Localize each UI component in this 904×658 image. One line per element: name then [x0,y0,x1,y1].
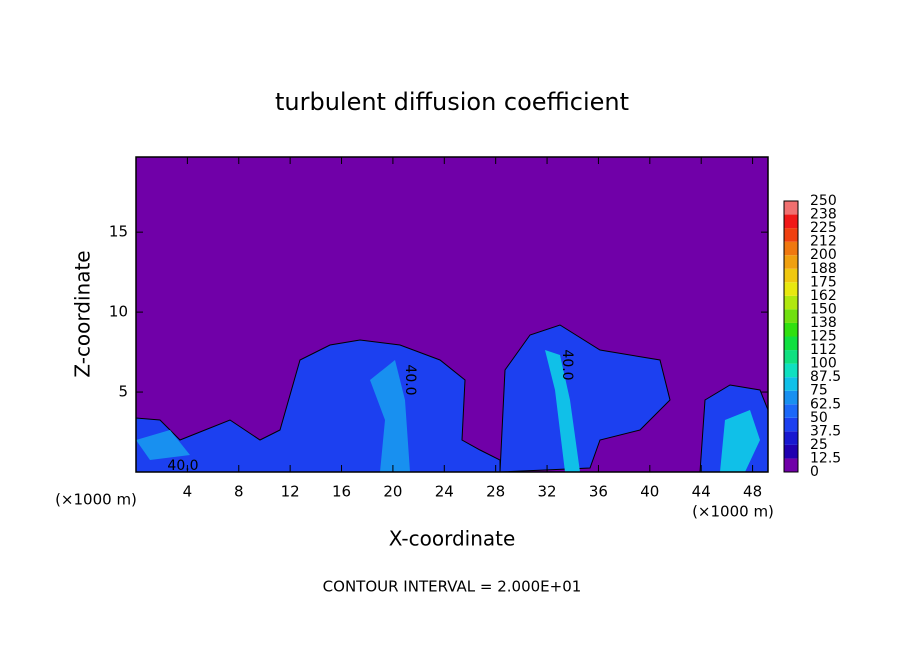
colorbar-bin [784,417,798,432]
colorbar-bin [784,214,798,229]
colorbar-bin [784,309,798,323]
colorbar-label: 225 [810,220,837,236]
colorbar-label: 25 [810,437,828,453]
x-tick-label: 40 [640,483,659,501]
colorbar-bin [784,336,798,351]
y-tick-label: 15 [109,223,128,241]
colorbar-bin [784,201,798,215]
colorbar-label: 125 [810,329,837,345]
y-unit-label: (×1000 m) [55,491,137,509]
colorbar-label: 62.5 [810,396,841,412]
colorbar-label: 188 [810,261,837,277]
x-tick-label: 44 [692,483,711,501]
colorbar-bin [784,390,798,405]
colorbar-label: 150 [810,301,837,317]
contour-label: 40.0 [559,349,575,380]
colorbar-label: 75 [810,383,828,399]
field-region [135,339,501,473]
colorbar-label: 212 [810,234,837,250]
colorbar-label: 112 [810,342,837,358]
x-tick-label: 12 [281,483,300,501]
colorbar-label: 162 [810,288,837,304]
contour-label: 40.0 [402,364,418,395]
x-unit-label: (×1000 m) [692,503,774,521]
x-tick-label: 24 [435,483,454,501]
colorbar-label: 12.5 [810,450,841,466]
colorbar-label: 87.5 [810,369,841,385]
colorbar-bin [784,241,798,256]
colorbar-bin [784,350,798,364]
field-region [499,324,671,473]
colorbar-label: 200 [810,247,837,263]
field-region [545,350,580,472]
footer-note: CONTOUR INTERVAL = 2.000E+01 [323,578,582,596]
field-region [720,410,760,472]
colorbar-bin [784,255,798,269]
x-tick-label: 8 [234,483,244,501]
colorbar-bin [784,322,798,337]
field-region [370,360,410,472]
colorbar-label: 37.5 [810,423,841,439]
colorbar-label: 138 [810,315,837,331]
y-axis-label: Z-coordinate [71,250,95,377]
plot-frame [135,156,769,473]
colorbar-bin [784,282,798,296]
colorbar-label: 50 [810,410,828,426]
x-axis-label: X-coordinate [389,527,516,551]
colorbar-bin [784,444,798,459]
x-tick-label: 20 [383,483,402,501]
x-tick-label: 28 [486,483,505,501]
colorbar-bin [784,363,798,378]
colorbar-bin [784,268,798,283]
colorbar-label: 0 [810,464,819,480]
y-tick-label: 5 [118,383,128,401]
y-tick-label: 10 [109,303,128,321]
contour-label: 40.0 [167,458,198,474]
x-tick-label: 4 [183,483,193,501]
colorbar-bin [784,431,798,445]
colorbar-bin [784,458,798,472]
colorbar-label: 250 [810,193,837,209]
colorbar-bin [784,377,798,391]
colorbar-frame [783,200,799,473]
colorbar-bin [784,295,798,310]
colorbar-label: 100 [810,356,837,372]
colorbar-label: 175 [810,274,837,290]
x-tick-label: 36 [589,483,608,501]
field [135,157,769,473]
colorbar-label: 238 [810,207,837,223]
x-tick-label: 16 [332,483,351,501]
x-tick-label: 32 [538,483,557,501]
chart-title: turbulent diffusion coefficient [275,88,629,116]
colorbar-bin [784,228,798,242]
x-tick-label: 48 [743,483,762,501]
field-region [136,430,190,460]
colorbar-bin [784,404,798,418]
